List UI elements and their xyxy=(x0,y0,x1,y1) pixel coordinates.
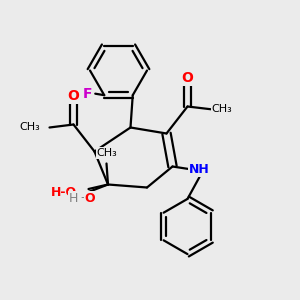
Text: F: F xyxy=(83,87,92,101)
Text: CH₃: CH₃ xyxy=(20,122,40,133)
Text: H-O: H-O xyxy=(50,185,76,199)
Text: O: O xyxy=(85,191,95,205)
Text: O: O xyxy=(68,89,80,103)
Text: -: - xyxy=(80,191,85,205)
Text: H: H xyxy=(69,191,78,205)
Text: NH: NH xyxy=(189,163,210,176)
Text: CH₃: CH₃ xyxy=(96,148,117,158)
Text: O: O xyxy=(182,71,194,85)
Text: CH₃: CH₃ xyxy=(212,104,233,115)
